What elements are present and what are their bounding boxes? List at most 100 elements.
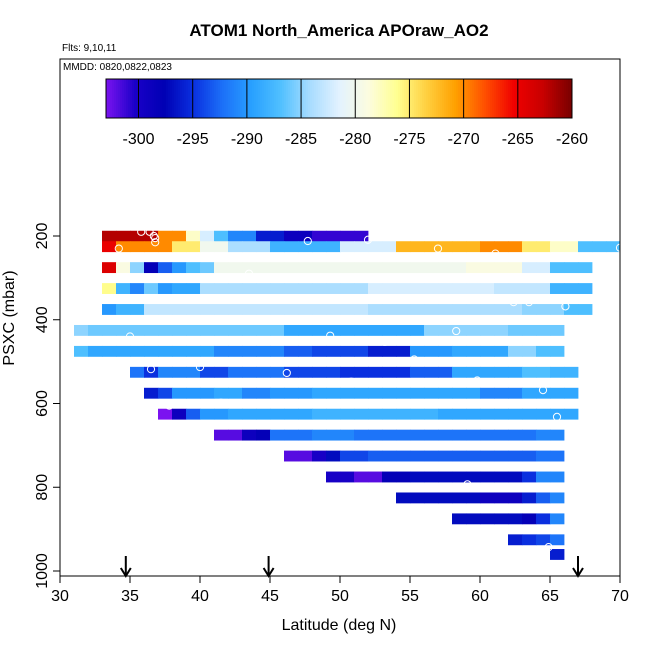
heat-cell bbox=[368, 345, 383, 357]
heat-cell bbox=[340, 345, 355, 357]
heat-cell bbox=[312, 262, 327, 274]
colorbar-swatch bbox=[244, 79, 247, 118]
heat-cell bbox=[354, 230, 369, 242]
colorbar-swatch bbox=[146, 79, 149, 118]
heat-cell bbox=[382, 304, 397, 315]
heat-cell bbox=[200, 366, 215, 378]
data-point bbox=[347, 377, 356, 386]
colorbar-swatch bbox=[218, 79, 221, 118]
colorbar-swatch bbox=[126, 79, 129, 118]
heat-cell bbox=[410, 408, 425, 420]
heat-cell bbox=[508, 324, 523, 336]
heat-cell bbox=[438, 492, 453, 504]
heat-cell bbox=[172, 387, 187, 399]
colorbar-swatch bbox=[410, 79, 413, 118]
data-point bbox=[473, 376, 482, 385]
heat-cell bbox=[312, 345, 327, 357]
heat-cell bbox=[228, 345, 243, 357]
heat-cell bbox=[508, 534, 523, 546]
heat-cell bbox=[508, 387, 523, 399]
heat-cell bbox=[340, 304, 355, 315]
colorbar-swatch bbox=[428, 79, 431, 118]
heat-cell bbox=[186, 304, 201, 315]
heat-cell bbox=[452, 262, 467, 274]
heat-cell bbox=[396, 283, 411, 294]
heat-cell bbox=[466, 345, 481, 357]
colorbar-swatch bbox=[498, 79, 501, 118]
colorbar-swatch bbox=[130, 79, 133, 118]
colorbar-swatch bbox=[294, 79, 297, 118]
heat-cell bbox=[242, 366, 257, 378]
heat-cell bbox=[424, 283, 439, 294]
heat-cell bbox=[298, 429, 313, 441]
heat-cell bbox=[312, 324, 327, 336]
heat-cell bbox=[494, 241, 509, 253]
colorbar-swatch bbox=[168, 79, 171, 118]
data-point bbox=[433, 244, 443, 253]
heat-cell bbox=[424, 304, 439, 315]
colorbar-swatch bbox=[496, 79, 499, 118]
heat-cell bbox=[158, 345, 173, 357]
colorbar-swatch bbox=[162, 79, 165, 118]
colorbar-swatch bbox=[140, 79, 143, 118]
colorbar-swatch bbox=[494, 79, 497, 118]
heat-cell bbox=[116, 230, 131, 242]
heat-cell bbox=[536, 345, 551, 357]
data-point bbox=[216, 398, 226, 407]
data-point bbox=[524, 298, 534, 307]
heat-cell bbox=[536, 366, 551, 378]
colorbar-swatch bbox=[464, 79, 467, 118]
heat-cell bbox=[172, 324, 187, 336]
heat-cell bbox=[410, 450, 425, 462]
heat-cell bbox=[536, 429, 551, 441]
colorbar-swatch bbox=[504, 79, 507, 118]
heat-cell bbox=[326, 283, 341, 294]
heat-cell bbox=[158, 283, 173, 294]
heat-cell bbox=[368, 387, 383, 399]
colorbar-swatch bbox=[342, 79, 345, 118]
data-point bbox=[151, 238, 160, 247]
heat-cell bbox=[508, 471, 523, 483]
colorbar-swatch bbox=[424, 79, 427, 118]
heat-cell bbox=[242, 324, 257, 336]
heat-cell bbox=[382, 387, 397, 399]
heat-cell bbox=[270, 345, 285, 357]
colorbar-swatch bbox=[156, 79, 159, 118]
heat-cell bbox=[550, 241, 565, 253]
heat-cell bbox=[508, 513, 523, 525]
y-tick-label: 800 bbox=[34, 474, 51, 501]
heat-cell bbox=[354, 408, 369, 420]
colorbar-swatch bbox=[112, 79, 115, 118]
colorbar-tick-label: -295 bbox=[177, 131, 209, 148]
colorbar-swatch bbox=[396, 79, 399, 118]
heat-cell bbox=[158, 387, 173, 399]
heat-cell bbox=[522, 283, 537, 294]
colorbar-swatch bbox=[188, 79, 191, 118]
heat-cell bbox=[326, 471, 341, 483]
colorbar-swatch bbox=[400, 79, 403, 118]
colorbar-swatch bbox=[544, 79, 547, 118]
heat-cell bbox=[102, 283, 117, 294]
heat-cell bbox=[550, 345, 565, 357]
colorbar-swatch bbox=[516, 79, 519, 118]
heat-cell bbox=[102, 241, 117, 253]
heat-cell bbox=[158, 241, 173, 253]
colorbar-swatch bbox=[266, 79, 269, 118]
heat-cell bbox=[354, 345, 369, 357]
colorbar-swatch bbox=[360, 79, 363, 118]
colorbar-swatch bbox=[180, 79, 183, 118]
heat-cell bbox=[228, 387, 243, 399]
heat-cell bbox=[326, 366, 341, 378]
colorbar-swatch bbox=[460, 79, 463, 118]
colorbar-swatch bbox=[556, 79, 559, 118]
heat-cell bbox=[522, 429, 537, 441]
heat-cell bbox=[550, 408, 565, 420]
heat-cell bbox=[508, 429, 523, 441]
heat-cell bbox=[396, 304, 411, 315]
colorbar-swatch bbox=[378, 79, 381, 118]
colorbar-swatch bbox=[208, 79, 211, 118]
colorbar-swatch bbox=[490, 79, 493, 118]
colorbar-swatch bbox=[454, 79, 457, 118]
data-point bbox=[151, 233, 160, 243]
heat-cell bbox=[424, 387, 439, 399]
